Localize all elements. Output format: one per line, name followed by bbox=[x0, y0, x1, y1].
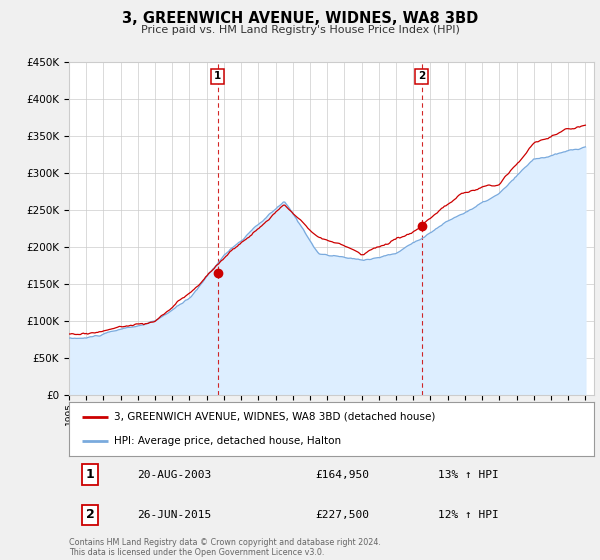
Text: 12% ↑ HPI: 12% ↑ HPI bbox=[437, 510, 499, 520]
Text: 20-AUG-2003: 20-AUG-2003 bbox=[137, 470, 211, 479]
Text: 1: 1 bbox=[214, 72, 221, 81]
Text: 3, GREENWICH AVENUE, WIDNES, WA8 3BD (detached house): 3, GREENWICH AVENUE, WIDNES, WA8 3BD (de… bbox=[113, 412, 435, 422]
Text: 26-JUN-2015: 26-JUN-2015 bbox=[137, 510, 211, 520]
Text: Contains HM Land Registry data © Crown copyright and database right 2024.
This d: Contains HM Land Registry data © Crown c… bbox=[69, 538, 381, 557]
Text: 3, GREENWICH AVENUE, WIDNES, WA8 3BD: 3, GREENWICH AVENUE, WIDNES, WA8 3BD bbox=[122, 11, 478, 26]
Text: HPI: Average price, detached house, Halton: HPI: Average price, detached house, Halt… bbox=[113, 436, 341, 446]
Text: 1: 1 bbox=[86, 468, 94, 481]
Text: 2: 2 bbox=[86, 508, 94, 521]
Text: Price paid vs. HM Land Registry's House Price Index (HPI): Price paid vs. HM Land Registry's House … bbox=[140, 25, 460, 35]
Text: £164,950: £164,950 bbox=[315, 470, 369, 479]
Text: 2: 2 bbox=[418, 72, 425, 81]
Text: £227,500: £227,500 bbox=[315, 510, 369, 520]
Text: 13% ↑ HPI: 13% ↑ HPI bbox=[437, 470, 499, 479]
